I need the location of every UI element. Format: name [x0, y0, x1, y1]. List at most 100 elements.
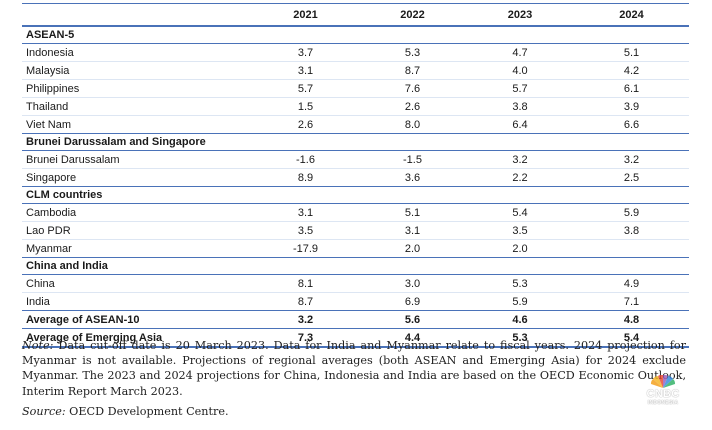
growth-value: 5.4: [466, 203, 574, 222]
growth-value: 8.7: [359, 61, 466, 80]
group-header-row: China and India: [22, 257, 689, 275]
average-label: Average of Emerging Asia: [22, 328, 252, 348]
cnbc-watermark: CNBC INDONESIA: [637, 372, 689, 408]
note-text: Data cut-off date is 20 March 2023. Data…: [22, 339, 686, 398]
growth-value: 5.9: [574, 203, 689, 222]
country-name: Indonesia: [22, 43, 252, 62]
growth-value: 7.1: [574, 292, 689, 311]
average-value: 4.4: [359, 328, 466, 348]
table-row: Viet Nam 2.6 8.0 6.4 6.6: [22, 115, 689, 134]
country-name: Myanmar: [22, 239, 252, 258]
growth-value: 3.2: [466, 150, 574, 169]
country-name: China: [22, 274, 252, 293]
growth-value: 6.6: [574, 115, 689, 134]
growth-value: 5.3: [359, 43, 466, 62]
table-row: Singapore 8.9 3.6 2.2 2.5: [22, 168, 689, 187]
group-title: Brunei Darussalam and Singapore: [22, 133, 689, 151]
header-year: 2023: [466, 3, 574, 27]
growth-value: 4.0: [466, 61, 574, 80]
table-row: India 8.7 6.9 5.9 7.1: [22, 292, 689, 311]
growth-value: 4.9: [574, 274, 689, 293]
group-title: CLM countries: [22, 186, 689, 204]
growth-value: 6.1: [574, 79, 689, 98]
growth-value: -17.9: [252, 239, 359, 258]
growth-value: 5.1: [574, 43, 689, 62]
growth-value: 7.6: [359, 79, 466, 98]
growth-value: 5.1: [359, 203, 466, 222]
growth-value: 4.2: [574, 61, 689, 80]
growth-value: 3.7: [252, 43, 359, 62]
table-body: ASEAN-5 Indonesia 3.7 5.3 4.7 5.1 Malaysia 3.1 8…: [22, 26, 689, 348]
country-name: Cambodia: [22, 203, 252, 222]
peacock-icon: [650, 374, 676, 389]
growth-value: 2.0: [359, 239, 466, 258]
growth-value: 3.0: [359, 274, 466, 293]
growth-value: 6.9: [359, 292, 466, 311]
source-label: Source:: [22, 405, 66, 418]
growth-value: 3.8: [466, 97, 574, 116]
growth-value: 8.9: [252, 168, 359, 187]
table-header: 2021 2022 2023 2024: [22, 3, 689, 27]
watermark-text: CNBC: [646, 387, 680, 400]
growth-value: 8.1: [252, 274, 359, 293]
country-name: Thailand: [22, 97, 252, 116]
table-row: Myanmar -17.9 2.0 2.0: [22, 239, 689, 258]
average-value: 3.2: [252, 310, 359, 329]
header-year: 2022: [359, 3, 466, 27]
average-value: 5.6: [359, 310, 466, 329]
table-note: Note: Data cut-off date is 20 March 2023…: [22, 338, 686, 399]
group-header-row: CLM countries: [22, 186, 689, 204]
growth-value: -1.6: [252, 150, 359, 169]
growth-value: 3.2: [574, 150, 689, 169]
header-blank: [22, 3, 252, 27]
country-name: Malaysia: [22, 61, 252, 80]
table-row: Indonesia 3.7 5.3 4.7 5.1: [22, 43, 689, 62]
watermark-subtext: INDONESIA: [647, 399, 679, 406]
average-value: 4.6: [466, 310, 574, 329]
growth-value: 2.2: [466, 168, 574, 187]
average-value: 4.8: [574, 310, 689, 329]
country-name: Singapore: [22, 168, 252, 187]
table-row: Cambodia 3.1 5.1 5.4 5.9: [22, 203, 689, 222]
growth-value: 2.6: [359, 97, 466, 116]
table-source: Source: OECD Development Centre.: [22, 405, 229, 418]
average-value: 7.3: [252, 328, 359, 348]
country-name: Lao PDR: [22, 221, 252, 240]
table-row: China 8.1 3.0 5.3 4.9: [22, 274, 689, 293]
average-row: Average of Emerging Asia 7.3 4.4 5.3 5.4: [22, 328, 689, 348]
growth-value: 3.9: [574, 97, 689, 116]
growth-value: -1.5: [359, 150, 466, 169]
note-label: Note:: [22, 339, 54, 352]
growth-value: 1.5: [252, 97, 359, 116]
growth-value: 6.4: [466, 115, 574, 134]
growth-value: 3.5: [252, 221, 359, 240]
growth-value: 2.6: [252, 115, 359, 134]
header-year: 2021: [252, 3, 359, 27]
table-row: Lao PDR 3.5 3.1 3.5 3.8: [22, 221, 689, 240]
growth-value: 3.1: [252, 61, 359, 80]
group-header-row: Brunei Darussalam and Singapore: [22, 133, 689, 151]
growth-value: 5.3: [466, 274, 574, 293]
country-name: India: [22, 292, 252, 311]
growth-value: 3.6: [359, 168, 466, 187]
growth-value: [574, 239, 689, 258]
table-row: Thailand 1.5 2.6 3.8 3.9: [22, 97, 689, 116]
table-row: Brunei Darussalam -1.6 -1.5 3.2 3.2: [22, 150, 689, 169]
country-name: Brunei Darussalam: [22, 150, 252, 169]
growth-value: 3.1: [359, 221, 466, 240]
country-name: Viet Nam: [22, 115, 252, 134]
growth-value: 2.5: [574, 168, 689, 187]
growth-value: 2.0: [466, 239, 574, 258]
growth-value: 8.7: [252, 292, 359, 311]
average-value: 5.3: [466, 328, 574, 348]
table-row: Philippines 5.7 7.6 5.7 6.1: [22, 79, 689, 98]
source-text: OECD Development Centre.: [69, 405, 229, 418]
average-label: Average of ASEAN-10: [22, 310, 252, 329]
group-title: China and India: [22, 257, 689, 275]
growth-value: 8.0: [359, 115, 466, 134]
header-year: 2024: [574, 3, 689, 27]
growth-value: 3.8: [574, 221, 689, 240]
group-title: ASEAN-5: [22, 26, 689, 44]
growth-table-container: 2021 2022 2023 2024 ASEAN-5 Indonesia 3.7 5…: [22, 3, 689, 348]
growth-value: 5.7: [466, 79, 574, 98]
